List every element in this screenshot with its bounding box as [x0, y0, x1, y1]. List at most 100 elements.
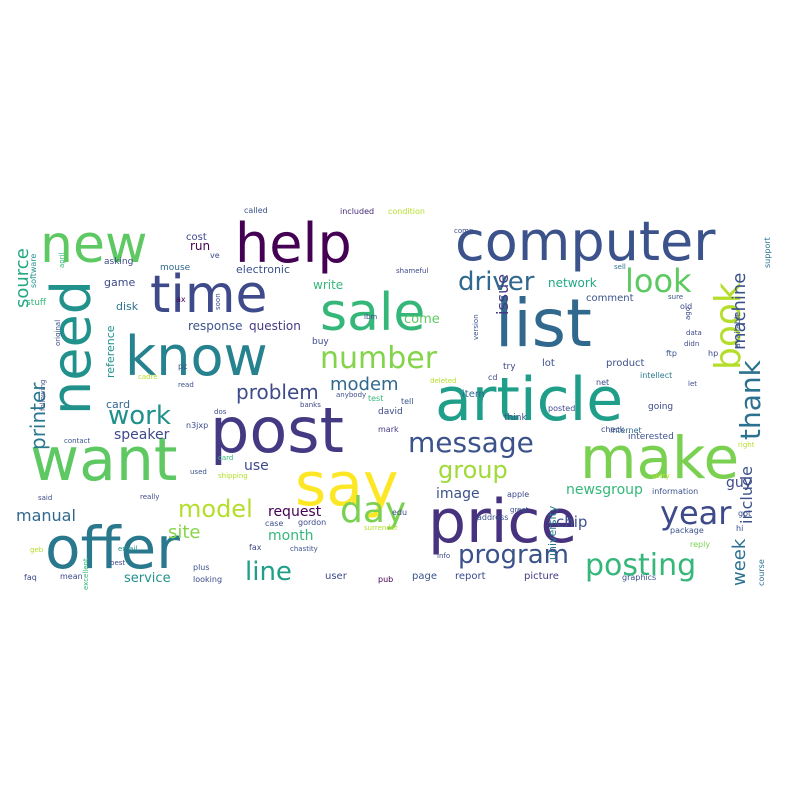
cloud-word: apple	[507, 490, 529, 499]
cloud-word: tell	[401, 397, 414, 406]
cloud-word: response	[188, 319, 243, 333]
cloud-word: asking	[104, 257, 133, 267]
cloud-word: write	[313, 278, 343, 292]
cloud-word: gordon	[298, 518, 326, 527]
cloud-word: model	[178, 495, 253, 523]
cloud-word: know	[125, 325, 268, 388]
cloud-word: cd	[488, 373, 497, 382]
cloud-word: great	[510, 506, 529, 514]
cloud-word: condition	[388, 207, 425, 216]
cloud-word: edu	[392, 508, 407, 517]
cloud-word: user	[325, 571, 348, 582]
cloud-word: want	[30, 425, 177, 495]
cloud-word: computer	[455, 210, 716, 273]
cloud-word: excellent	[82, 558, 90, 590]
cloud-word: let	[688, 380, 697, 388]
cloud-word: number	[320, 341, 438, 376]
cloud-word: didn	[684, 340, 699, 348]
cloud-word: driver	[458, 267, 535, 297]
cloud-word: come	[404, 312, 440, 327]
cloud-word: mouse	[160, 263, 191, 273]
cloud-word: anybody	[336, 391, 366, 399]
cloud-word: problem	[236, 380, 319, 404]
cloud-word: cost	[186, 232, 207, 243]
cloud-word: available	[733, 312, 742, 348]
cloud-word: surrender	[364, 524, 398, 532]
cloud-word: hp	[708, 349, 718, 358]
cloud-word: ax	[176, 295, 186, 304]
cloud-word: source	[12, 248, 33, 308]
cloud-word: need	[40, 280, 103, 415]
cloud-word: newsgroup	[566, 482, 643, 498]
cloud-word: ftp	[666, 349, 677, 358]
cloud-word: look	[625, 262, 692, 300]
cloud-word: make	[580, 424, 739, 492]
cloud-word: software	[29, 254, 38, 288]
cloud-word: university	[546, 505, 559, 560]
cloud-word: issue	[493, 274, 512, 315]
cloud-word: article	[435, 365, 623, 435]
cloud-word: picture	[524, 571, 559, 582]
cloud-word: looking	[193, 575, 222, 584]
cloud-word: card	[106, 398, 130, 411]
cloud-word: check	[601, 425, 625, 434]
cloud-word: group	[438, 456, 508, 484]
cloud-word: report	[455, 571, 486, 582]
cloud-word: david	[378, 407, 403, 417]
cloud-word: say	[295, 450, 399, 520]
cloud-word: buy	[312, 337, 329, 347]
cloud-word: mean	[60, 572, 83, 581]
cloud-word: week	[729, 538, 750, 586]
cloud-word: net	[596, 378, 609, 387]
cloud-word: fax	[249, 543, 262, 552]
cloud-word: line	[245, 557, 292, 587]
cloud-word: site	[168, 522, 201, 543]
cloud-word: support	[763, 237, 772, 268]
cloud-word: service	[124, 571, 171, 586]
cloud-word: chip	[556, 513, 587, 531]
cloud-word: include	[737, 466, 756, 524]
cloud-word: use	[244, 458, 269, 474]
cloud-word: modem	[330, 374, 399, 395]
cloud-word: used	[190, 468, 207, 476]
cloud-word: day	[340, 490, 406, 531]
cloud-word: really	[140, 493, 159, 501]
cloud-word: message	[408, 426, 534, 459]
cloud-word: ago	[684, 307, 692, 320]
cloud-word: lot	[542, 358, 555, 369]
cloud-word: faq	[24, 573, 37, 582]
cloud-word: help	[235, 212, 352, 275]
cloud-word: price	[428, 487, 577, 557]
cloud-word: pub	[378, 575, 393, 584]
cloud-word: shameful	[396, 267, 428, 275]
cloud-word: guy	[726, 475, 752, 491]
cloud-word: got	[738, 509, 751, 518]
cloud-word: machine	[729, 273, 750, 350]
cloud-word: page	[412, 571, 437, 582]
cloud-word: information	[652, 487, 698, 496]
cloud-word: comment	[586, 293, 634, 304]
cloud-word: new	[40, 215, 147, 275]
cloud-word: electronic	[236, 263, 290, 276]
cloud-word: card	[218, 454, 233, 462]
cloud-word: printer	[26, 382, 50, 450]
cloud-word: image	[436, 486, 480, 502]
cloud-word: graphics	[622, 573, 656, 582]
cloud-word: manual	[16, 506, 76, 525]
cloud-word: reference	[104, 325, 117, 378]
cloud-word: work	[108, 401, 171, 431]
cloud-word: dos	[214, 408, 227, 416]
cloud-word: deleted	[430, 377, 457, 385]
cloud-word: april	[58, 252, 66, 268]
cloud-word: thank	[734, 359, 767, 440]
cloud-word: data	[686, 329, 702, 337]
cloud-word: called	[244, 206, 268, 215]
cloud-word: stuff	[26, 298, 47, 308]
cloud-word: offer	[45, 514, 180, 582]
cloud-word: sell	[614, 263, 626, 271]
cloud-word: right	[738, 441, 755, 449]
cloud-word: request	[268, 504, 322, 520]
cloud-word: post	[210, 394, 344, 467]
cloud-word: hi	[736, 524, 743, 533]
